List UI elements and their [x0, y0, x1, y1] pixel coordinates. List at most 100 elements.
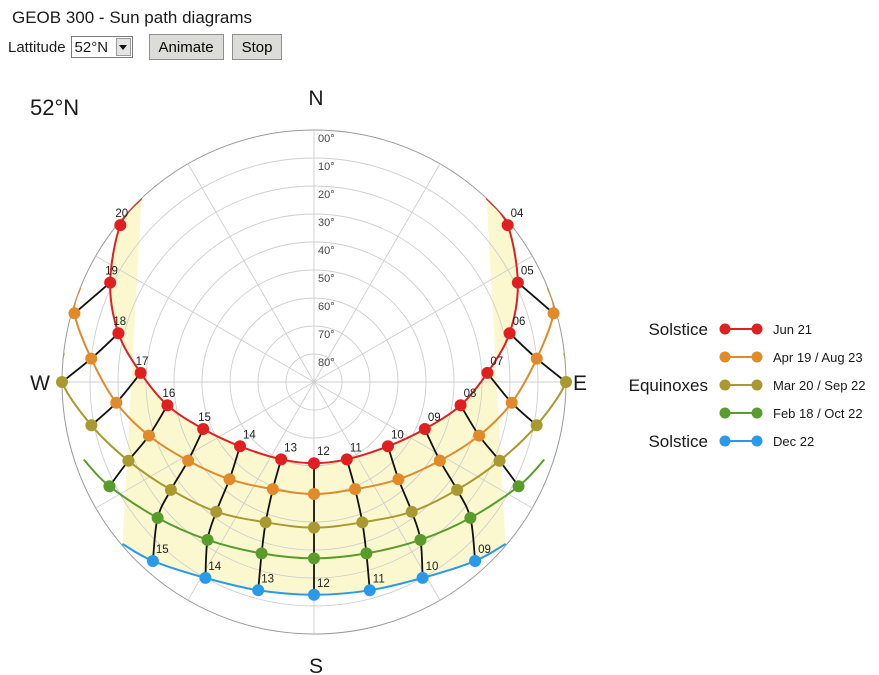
legend-label: Apr 19 / Aug 23 [773, 350, 863, 365]
data-point [414, 533, 427, 546]
legend-marker [719, 435, 731, 447]
sun-path-band [110, 198, 518, 595]
data-point [481, 366, 494, 379]
data-point [547, 307, 560, 320]
hour-label: 10 [391, 429, 404, 441]
data-point [252, 584, 265, 597]
hour-label: 05 [521, 266, 534, 278]
west-label: W [30, 372, 50, 395]
data-point [493, 454, 506, 467]
chevron-down-icon[interactable] [115, 38, 131, 56]
altitude-label: 40° [318, 245, 335, 257]
data-point [85, 352, 98, 365]
altitude-label: 20° [318, 189, 335, 201]
hour-label: 20 [115, 208, 128, 220]
data-point [349, 483, 362, 496]
data-point [392, 473, 405, 486]
hour-label: 13 [284, 442, 297, 454]
data-point [199, 571, 212, 584]
data-point [161, 399, 174, 412]
data-point [266, 483, 279, 496]
hour-label: 07 [490, 356, 503, 368]
data-point [201, 533, 214, 546]
altitude-label: 70° [318, 329, 335, 341]
data-point [255, 547, 268, 560]
latitude-select-value: 52°N [74, 38, 109, 56]
east-label: E [573, 372, 587, 395]
controls-bar: Lattitude 52°N Animate Stop [8, 34, 283, 60]
data-point [530, 352, 543, 365]
legend-marker [719, 379, 731, 391]
altitude-label: 00° [318, 133, 335, 145]
data-point [114, 219, 127, 232]
data-point [146, 554, 159, 567]
stop-button[interactable]: Stop [231, 34, 283, 60]
data-point [104, 276, 117, 289]
data-point [122, 454, 135, 467]
hour-label: 15 [198, 412, 211, 424]
azimuth-spoke [95, 381, 315, 509]
data-point [210, 505, 223, 518]
data-point [234, 440, 247, 453]
hour-label: 09 [428, 412, 441, 424]
legend-group-label: Solstice [648, 432, 708, 451]
data-point [381, 440, 394, 453]
altitude-label: 30° [318, 217, 335, 229]
hour-label: 11 [373, 573, 385, 585]
azimuth-spoke [313, 381, 441, 601]
data-point [110, 396, 123, 409]
hour-label: 10 [426, 561, 439, 573]
data-point [197, 423, 210, 436]
azimuth-spoke [187, 381, 315, 601]
data-point [418, 423, 431, 436]
data-point [259, 516, 272, 529]
data-point [275, 453, 288, 466]
latitude-select[interactable]: 52°N [70, 36, 133, 58]
hour-line [73, 281, 111, 314]
data-point [308, 488, 320, 500]
legend-label: Mar 20 / Sep 22 [773, 378, 866, 393]
legend-group-label: Equinoxes [629, 376, 708, 395]
data-point [356, 516, 369, 529]
legend-marker [751, 379, 763, 391]
animate-button[interactable]: Animate [148, 34, 224, 60]
data-point [85, 419, 98, 432]
sun-paths [56, 197, 572, 601]
south-label: S [309, 655, 323, 675]
data-point [416, 571, 429, 584]
legend-marker [719, 407, 731, 419]
data-point [469, 554, 482, 567]
data-point [164, 483, 177, 496]
altitude-label: 10° [318, 161, 335, 173]
hour-label: 14 [208, 561, 221, 573]
legend-marker [751, 407, 763, 419]
data-point [405, 505, 418, 518]
altitude-label: 60° [318, 301, 335, 313]
data-point [56, 376, 68, 388]
hour-label: 06 [513, 316, 526, 328]
hour-label: 15 [156, 544, 169, 556]
altitude-label: 80° [318, 357, 335, 369]
azimuth-spoke [95, 255, 315, 383]
data-point [473, 429, 486, 442]
data-point [501, 219, 514, 232]
hour-label: 09 [478, 544, 491, 556]
legend-label: Dec 22 [773, 434, 814, 449]
hour-label: 17 [136, 356, 149, 368]
latitude-label: Lattitude [8, 38, 66, 56]
hour-label: 14 [243, 429, 256, 441]
hour-label: 08 [464, 388, 477, 400]
chart-title: 52°N [30, 95, 79, 120]
north-label: N [308, 87, 323, 110]
data-point [340, 453, 353, 466]
legend-label: Feb 18 / Oct 22 [773, 406, 863, 421]
data-point [308, 588, 320, 601]
hour-label: 12 [317, 446, 330, 458]
data-point [560, 376, 572, 388]
legend-marker [719, 351, 731, 363]
legend-marker [751, 323, 763, 335]
legend: Solstice Jun 21 Apr 19 / Aug 23 Equinoxes Ma… [629, 320, 866, 451]
altitude-label: 50° [318, 273, 335, 285]
data-point [68, 307, 81, 320]
